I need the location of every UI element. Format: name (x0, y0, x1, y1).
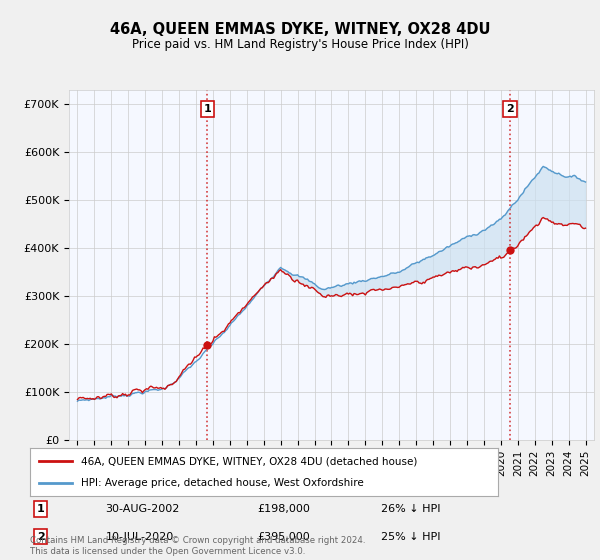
Text: 1: 1 (37, 504, 44, 514)
Text: 2: 2 (37, 531, 44, 542)
Text: 30-AUG-2002: 30-AUG-2002 (106, 504, 180, 514)
Text: 10-JUL-2020: 10-JUL-2020 (106, 531, 174, 542)
Text: £395,000: £395,000 (257, 531, 310, 542)
Text: 46A, QUEEN EMMAS DYKE, WITNEY, OX28 4DU: 46A, QUEEN EMMAS DYKE, WITNEY, OX28 4DU (110, 22, 490, 38)
Text: HPI: Average price, detached house, West Oxfordshire: HPI: Average price, detached house, West… (82, 478, 364, 488)
Text: Price paid vs. HM Land Registry's House Price Index (HPI): Price paid vs. HM Land Registry's House … (131, 38, 469, 51)
Text: 2: 2 (506, 104, 514, 114)
Text: £198,000: £198,000 (257, 504, 310, 514)
Text: 25% ↓ HPI: 25% ↓ HPI (381, 531, 440, 542)
Text: Contains HM Land Registry data © Crown copyright and database right 2024.
This d: Contains HM Land Registry data © Crown c… (30, 536, 365, 556)
Text: 46A, QUEEN EMMAS DYKE, WITNEY, OX28 4DU (detached house): 46A, QUEEN EMMAS DYKE, WITNEY, OX28 4DU … (82, 456, 418, 466)
Text: 26% ↓ HPI: 26% ↓ HPI (381, 504, 440, 514)
Text: 1: 1 (203, 104, 211, 114)
